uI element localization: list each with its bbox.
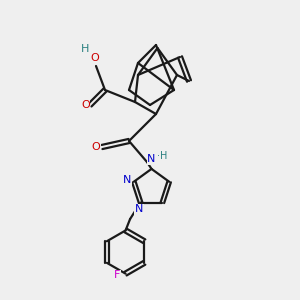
Text: N: N [135, 204, 143, 214]
Text: F: F [114, 270, 120, 280]
Text: O: O [92, 142, 100, 152]
Text: H: H [80, 44, 89, 55]
Text: O: O [81, 100, 90, 110]
Text: O: O [90, 53, 99, 64]
Text: ·H: ·H [157, 151, 167, 161]
Text: N: N [147, 154, 156, 164]
Text: N: N [123, 175, 131, 185]
